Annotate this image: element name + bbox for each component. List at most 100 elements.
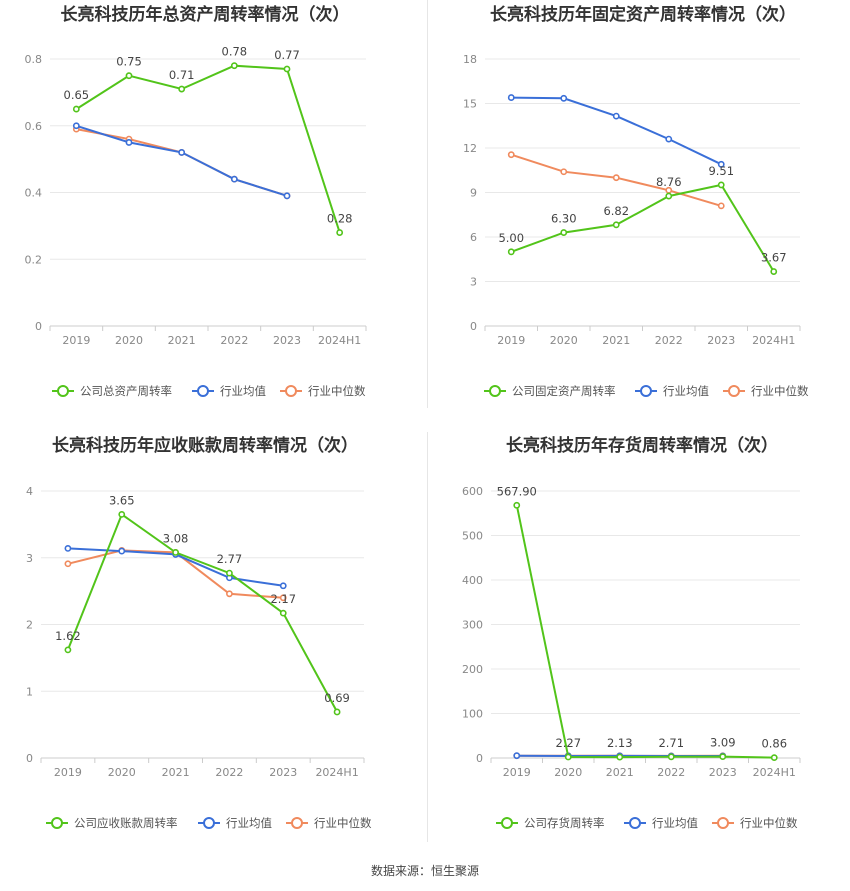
y-tick-label: 6	[470, 231, 477, 244]
legend-marker	[203, 817, 215, 829]
data-point	[333, 708, 341, 716]
data-point	[612, 221, 620, 229]
legend-marker	[489, 385, 501, 397]
x-tick-label: 2021	[168, 334, 196, 347]
x-tick-label: 2020	[550, 334, 578, 347]
legend-marker	[728, 385, 740, 397]
y-tick-label: 400	[462, 574, 483, 587]
legend-item-2: 行业均值	[635, 384, 709, 398]
legend-label: 行业均值	[663, 384, 709, 398]
data-point	[507, 248, 515, 256]
data-source-note: 数据来源：恒生聚源	[370, 864, 479, 878]
data-point	[717, 202, 725, 210]
data-label: 6.30	[551, 212, 577, 226]
data-point	[560, 168, 568, 176]
data-point	[226, 590, 233, 598]
data-label: 0.75	[116, 55, 142, 69]
series-line-1	[75, 64, 341, 233]
series-line-1	[510, 183, 775, 273]
data-label: 3.67	[761, 251, 787, 265]
y-tick-label: 0	[470, 320, 477, 333]
data-point	[279, 582, 287, 590]
x-tick-label: 2020	[108, 766, 136, 779]
x-tick-label: 2019	[503, 766, 531, 779]
y-tick-label: 600	[462, 485, 483, 498]
legend-marker	[640, 385, 652, 397]
chart-panel-3: 长亮科技历年应收账款周转率情况（次） 0 1 2 3 4 2019 2020 2021 2022 2…	[26, 435, 372, 830]
series-line-2	[75, 124, 288, 197]
legend-item-1: 公司总资产周转率	[52, 384, 172, 398]
data-point	[125, 139, 133, 146]
y-tick-label: 300	[462, 619, 483, 632]
data-label: 8.76	[656, 175, 682, 189]
data-label: 3.65	[109, 493, 135, 507]
data-point	[616, 753, 624, 761]
data-label: 0.71	[169, 68, 195, 82]
data-point	[564, 753, 572, 761]
legend-marker	[285, 385, 297, 397]
y-tick-label: 0	[476, 752, 483, 765]
data-point	[279, 609, 287, 617]
vertical-divider	[427, 432, 428, 842]
data-point	[507, 94, 515, 101]
data-point	[336, 229, 344, 236]
data-point	[64, 646, 72, 654]
x-tick-label: 2023	[269, 766, 297, 779]
x-tick-label: 2022	[215, 766, 243, 779]
y-tick-label: 100	[462, 708, 483, 721]
data-label: 0.86	[761, 737, 787, 751]
data-label: 6.82	[603, 204, 629, 218]
y-tick-label: 2	[26, 619, 33, 632]
x-tick-label: 2023	[707, 334, 735, 347]
chart-title: 长亮科技历年存货周转率情况（次）	[506, 435, 778, 456]
legend-marker	[291, 817, 303, 829]
data-point	[717, 160, 725, 168]
data-point	[279, 594, 287, 602]
legend-marker	[501, 817, 513, 829]
series-line-1	[515, 505, 775, 759]
legend-marker	[57, 385, 69, 397]
legend-item-3: 行业中位数	[286, 816, 372, 830]
legend-item-3: 行业中位数	[280, 384, 366, 398]
vertical-divider	[427, 0, 428, 408]
data-point	[717, 181, 725, 189]
legend-label: 行业中位数	[308, 384, 366, 398]
data-label: 9.51	[708, 164, 734, 178]
legend-marker	[197, 385, 209, 397]
data-point	[513, 752, 521, 760]
y-tick-label: 0	[35, 320, 42, 333]
y-tick-label: 3	[26, 552, 33, 565]
y-tick-label: 9	[470, 187, 477, 200]
data-point	[770, 754, 778, 762]
x-tick-label: 2021	[606, 766, 634, 779]
data-label: 0.78	[222, 45, 248, 59]
legend-marker	[717, 817, 729, 829]
y-tick-label: 18	[463, 53, 477, 66]
x-tick-label: 2021	[602, 334, 630, 347]
data-point	[226, 569, 233, 577]
y-tick-label: 0	[26, 752, 33, 765]
data-point	[612, 174, 620, 182]
data-label: 2.27	[555, 736, 581, 750]
legend-item-2: 行业均值	[192, 384, 266, 398]
x-tick-label: 2020	[554, 766, 582, 779]
data-point	[178, 149, 186, 156]
data-point	[513, 501, 521, 509]
x-tick-label: 2022	[220, 334, 248, 347]
data-point	[72, 105, 80, 113]
x-tick-label: 2019	[62, 334, 90, 347]
legend-item-3: 行业中位数	[723, 384, 809, 398]
data-label: 2.71	[658, 736, 684, 750]
legend-label: 行业中位数	[314, 816, 372, 830]
data-point	[172, 549, 179, 556]
data-point	[719, 753, 727, 761]
x-tick-label: 2019	[54, 766, 82, 779]
data-label: 567.90	[497, 484, 537, 498]
data-point	[118, 510, 126, 518]
legend-marker	[629, 817, 641, 829]
chart-title: 长亮科技历年固定资产周转率情况（次）	[490, 4, 796, 25]
data-point	[178, 85, 186, 93]
legend-label: 行业均值	[652, 816, 698, 830]
data-label: 2.13	[607, 736, 633, 750]
data-label: 3.09	[710, 736, 736, 750]
